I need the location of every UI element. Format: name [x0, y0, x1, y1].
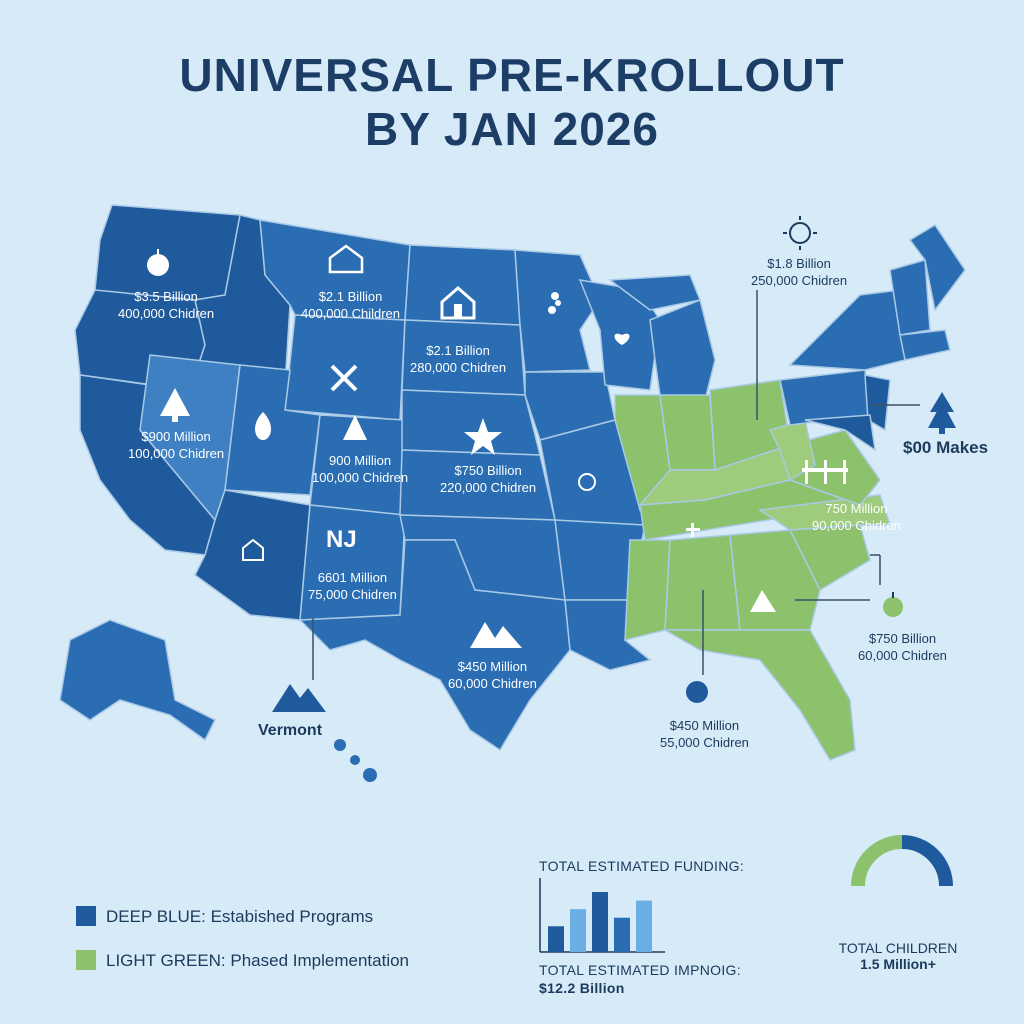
legend-blue: DEEP BLUE: Estabished Programs [76, 906, 373, 927]
state-michigan-upper [607, 274, 702, 311]
state-michigan [649, 298, 716, 401]
apple-callout-icon [883, 592, 903, 617]
gauge-green-arc [851, 835, 903, 887]
children-total-value: 1.5 Million+ [860, 956, 936, 972]
mountain-icon [470, 622, 522, 648]
state-washington [94, 204, 241, 301]
state-georgia [729, 529, 821, 631]
house-small-icon [242, 538, 264, 561]
state-nebraska [401, 389, 541, 456]
nj-label: NJ [326, 526, 357, 553]
state-new-jersey [864, 374, 891, 432]
page-title: UNIVERSAL PRE-KROLLOUT BY JAN 2026 [0, 48, 1024, 156]
map-label-north-carolina: 750 Million 90,000 Chidren [812, 501, 901, 533]
funding-total: $12.2 Billion [539, 980, 625, 996]
map-label-nevada: $900 Million 100,000 Chidren [128, 429, 225, 461]
sun-icon [578, 473, 596, 491]
callout-west: Vermont [258, 722, 323, 739]
tree-icon [160, 388, 190, 422]
state-massachusetts [899, 329, 951, 361]
state-hawaii-3 [363, 768, 377, 782]
state-minnesota [514, 249, 601, 373]
plus-icon [686, 523, 700, 537]
arrows-icon [330, 364, 358, 392]
legend-blue-swatch [76, 906, 96, 926]
fence-icon [802, 460, 848, 484]
peach-callout-icon [686, 681, 708, 703]
callout-south: $450 Million 55,000 Chidren [660, 718, 749, 750]
school-icon [440, 286, 476, 320]
map-label-colorado: 900 Million 100,000 Chidren [312, 453, 409, 485]
children-total: TOTAL CHILDREN 1.5 Million+ [836, 940, 960, 972]
mountain-callout-icon [272, 684, 326, 712]
callout-lines [312, 290, 920, 680]
funding-bar [570, 909, 586, 952]
callout-southeast: $750 Billion 60,000 Chidren [858, 631, 947, 663]
funding-bar [614, 917, 630, 952]
house-icon [328, 244, 364, 274]
state-florida [662, 629, 856, 761]
state-alaska [59, 619, 217, 742]
children-gauge [851, 835, 953, 887]
state-maryland [804, 414, 876, 452]
title-line-1: UNIVERSAL PRE-KROLLOUT [179, 49, 845, 101]
map-label-dakota: $2.1 Billion 280,000 Chidren [410, 343, 507, 375]
state-mississippi [624, 539, 671, 641]
funding-bar [592, 892, 608, 952]
map-label-texas: $450 Million 60,000 Chidren [448, 659, 537, 691]
callout-east: $00 Makes [903, 438, 989, 457]
legend-green: LIGHT GREEN: Phased Implementation [76, 950, 409, 971]
apple-icon [147, 249, 169, 276]
funding-bar [636, 900, 652, 952]
legend-green-key: LIGHT GREEN: [106, 951, 226, 970]
mountain-sc-icon [750, 590, 776, 612]
children-total-label: TOTAL CHILDREN [838, 940, 958, 956]
legend-green-text: Phased Implementation [230, 951, 409, 970]
pine-icon [343, 415, 367, 440]
state-wyoming [284, 314, 406, 421]
state-hawaii-2 [350, 755, 360, 765]
funding-subheader: TOTAL ESTIMATED IMPNOIG: [539, 962, 741, 978]
leaf-icon [255, 412, 271, 440]
star-icon [464, 418, 502, 455]
state-maine [908, 223, 966, 312]
sun-outline-icon [783, 216, 817, 250]
map-label-new-mexico: 6601 Million 75,000 Chidren [308, 570, 397, 602]
sprout-icon [614, 333, 630, 345]
map-label-kansas: $750 Billion 220,000 Chidren [440, 463, 537, 495]
state-new-york [788, 289, 906, 371]
legend-blue-key: DEEP BLUE: [106, 907, 206, 926]
title-line-2: BY JAN 2026 [365, 103, 659, 155]
gauge-blue-arc [901, 835, 953, 887]
state-vermont-nh [889, 259, 931, 336]
state-north-dakota [404, 244, 521, 326]
state-texas [298, 539, 571, 752]
funding-bar [548, 926, 564, 952]
funding-header: TOTAL ESTIMATED FUNDING: [539, 858, 745, 874]
map-label-montana: $2.1 Billion 400,000 Children [301, 289, 401, 321]
state-hawaii-1 [334, 739, 346, 751]
vine-icon [548, 292, 561, 314]
legend-green-swatch [76, 950, 96, 970]
funding-chart [539, 878, 665, 953]
legend-blue-text: Estabished Programs [210, 907, 374, 926]
map-label-washington: $3.5 Billion 400,000 Chidren [118, 289, 215, 321]
state-indiana [659, 394, 716, 471]
pine-callout-icon [928, 392, 956, 434]
callout-northeast: $1.8 Billion 250,000 Chidren [751, 256, 848, 288]
